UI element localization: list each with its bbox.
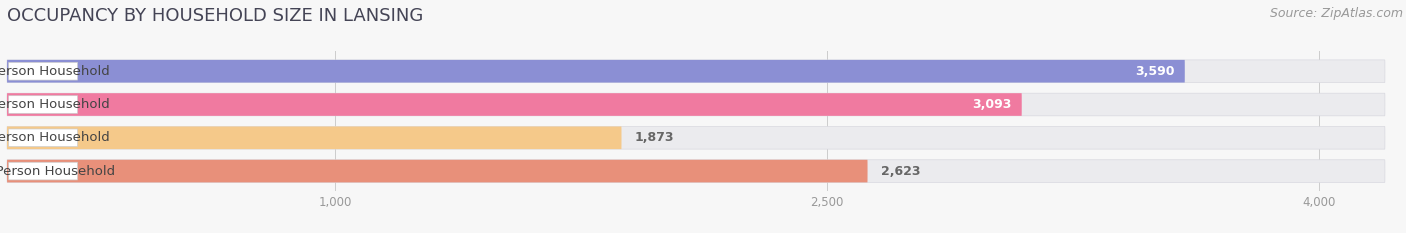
Text: 3-Person Household: 3-Person Household <box>0 131 110 144</box>
Text: 1,873: 1,873 <box>634 131 673 144</box>
FancyBboxPatch shape <box>7 60 1385 82</box>
Text: 1-Person Household: 1-Person Household <box>0 65 110 78</box>
Text: Source: ZipAtlas.com: Source: ZipAtlas.com <box>1270 7 1403 20</box>
FancyBboxPatch shape <box>7 127 621 149</box>
FancyBboxPatch shape <box>7 60 1185 82</box>
Text: 4+ Person Household: 4+ Person Household <box>0 164 115 178</box>
Text: OCCUPANCY BY HOUSEHOLD SIZE IN LANSING: OCCUPANCY BY HOUSEHOLD SIZE IN LANSING <box>7 7 423 25</box>
FancyBboxPatch shape <box>7 160 868 182</box>
Text: 2-Person Household: 2-Person Household <box>0 98 110 111</box>
FancyBboxPatch shape <box>7 93 1022 116</box>
FancyBboxPatch shape <box>8 129 77 147</box>
FancyBboxPatch shape <box>7 93 1385 116</box>
FancyBboxPatch shape <box>8 96 77 113</box>
Text: 3,590: 3,590 <box>1136 65 1175 78</box>
FancyBboxPatch shape <box>7 127 1385 149</box>
Text: 2,623: 2,623 <box>880 164 920 178</box>
FancyBboxPatch shape <box>8 62 77 80</box>
FancyBboxPatch shape <box>8 162 77 180</box>
FancyBboxPatch shape <box>7 160 1385 182</box>
Text: 3,093: 3,093 <box>973 98 1012 111</box>
